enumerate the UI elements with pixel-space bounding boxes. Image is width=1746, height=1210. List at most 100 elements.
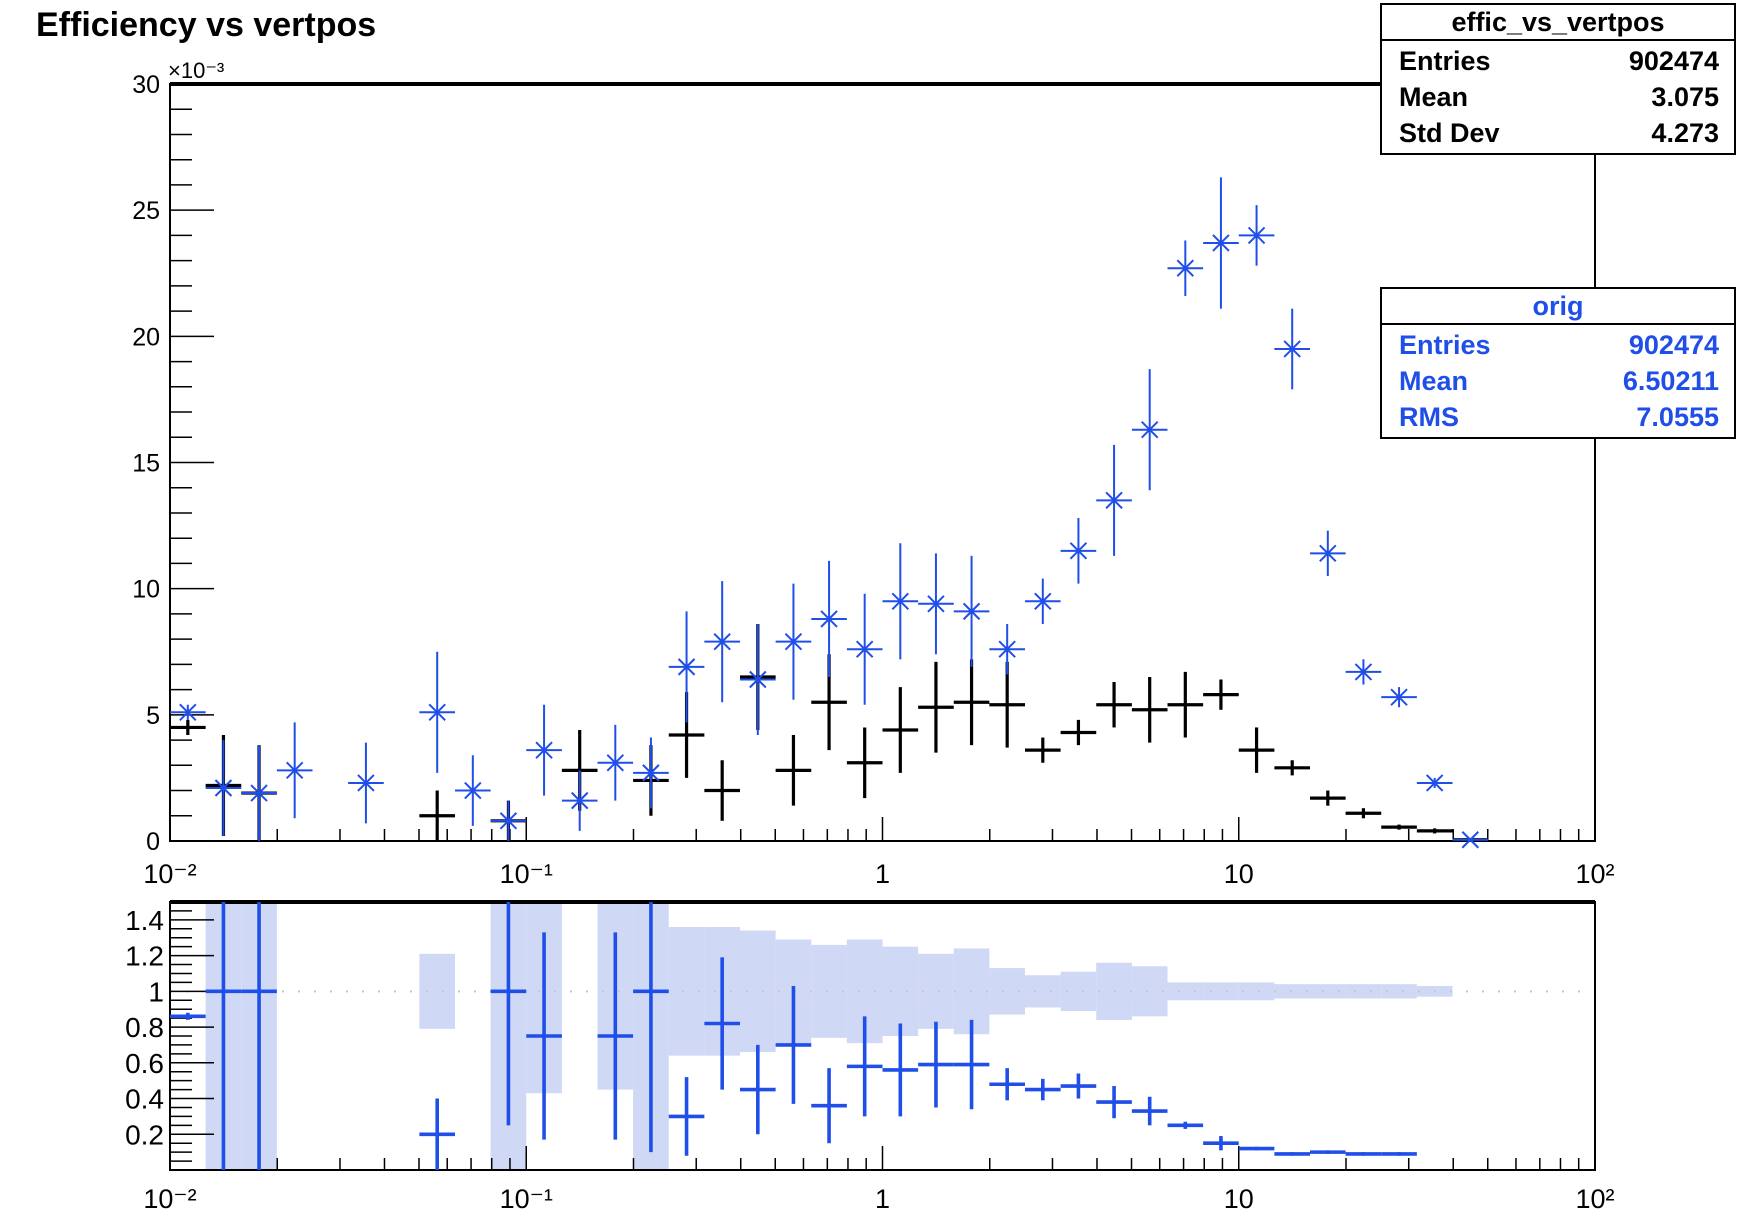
data-point: [561, 770, 598, 831]
y-tick-label: 0: [146, 828, 160, 856]
data-point: [205, 902, 242, 1170]
x-tick-label: 1: [875, 859, 890, 889]
star-marker: [1283, 340, 1301, 358]
ratio-error-band: [1238, 982, 1275, 1001]
ratio-error-band: [1167, 982, 1204, 1001]
data-point: [882, 1023, 919, 1117]
stats-value: 7.0555: [1636, 402, 1719, 432]
data-point: [1345, 659, 1382, 685]
data-point: [1096, 1086, 1132, 1119]
data-point: [1167, 671, 1204, 738]
data-point: [633, 737, 669, 809]
data-point: [1060, 719, 1097, 746]
data-point: [1131, 676, 1168, 743]
y-tick-label: 0.2: [125, 1119, 164, 1150]
ratio-error-band: [419, 953, 456, 1029]
star-marker: [891, 592, 910, 610]
x-tick-label: 10²: [1575, 1184, 1614, 1210]
ratio-error-band: [918, 953, 954, 1029]
y-tick-label: 10: [132, 576, 160, 604]
ratio-error-band: [882, 946, 919, 1036]
data-point: [455, 755, 491, 826]
data-point: [846, 593, 883, 705]
data-point: [989, 1068, 1026, 1101]
stats-value: 902474: [1629, 46, 1719, 76]
x-tick-label: 10⁻¹: [500, 859, 553, 889]
data-point: [1060, 1073, 1097, 1099]
data-point: [882, 687, 919, 773]
star-marker: [1212, 234, 1230, 252]
data-point: [170, 703, 206, 722]
stats-key: Mean: [1399, 82, 1468, 112]
data-point: [1310, 1150, 1346, 1154]
stats-key: RMS: [1399, 402, 1459, 432]
data-point: [1203, 1136, 1239, 1151]
data-point: [1203, 177, 1239, 309]
ratio-error-band: [811, 944, 847, 1038]
stats-box: effic_vs_vertpos Entries 902474 Mean 3.075 St…: [1380, 3, 1736, 155]
x-tick-label: 10: [1224, 859, 1254, 889]
data-point: [597, 724, 634, 801]
y-tick-label: 0.6: [125, 1048, 164, 1079]
y-tick-label: 30: [132, 71, 160, 99]
star-marker: [927, 595, 945, 613]
data-point: [918, 1021, 954, 1108]
data-point: [1381, 1152, 1417, 1156]
stats-box-frame: [1380, 3, 1736, 155]
data-point: [846, 1016, 883, 1117]
x-tick-label: 10: [1224, 1184, 1254, 1210]
data-point: [668, 1077, 705, 1156]
star-marker: [1105, 491, 1123, 510]
star-marker: [250, 784, 268, 802]
data-point: [846, 727, 883, 799]
stats-value: 3.075: [1651, 82, 1719, 112]
data-point: [953, 555, 990, 667]
y-tick-label: 5: [146, 702, 160, 730]
ratio-error-band: [1203, 982, 1239, 1001]
ratio-error-band: [739, 930, 776, 1053]
y-exponent-label: ×10⁻³: [168, 58, 224, 83]
star-marker: [570, 791, 589, 810]
data-point: [1096, 444, 1132, 556]
data-point: [1238, 727, 1275, 773]
data-point: [170, 719, 206, 736]
data-point: [953, 1019, 990, 1110]
stats-box: orig Entries 902474 Mean 6.50211 RMS 7.0555: [1380, 287, 1736, 439]
data-point: [1025, 578, 1061, 624]
star-marker: [784, 632, 803, 651]
data-point: [775, 985, 812, 1104]
star-marker: [749, 670, 767, 689]
data-point: [490, 902, 527, 1126]
star-marker: [214, 779, 233, 797]
data-point: [1060, 518, 1097, 584]
ratio-error-band: [1310, 984, 1346, 999]
data-point: [241, 902, 277, 1170]
data-point: [1131, 369, 1168, 491]
star-marker: [464, 781, 482, 800]
x-tick-label: 10⁻²: [143, 859, 196, 889]
ratio-error-band: [1381, 984, 1417, 999]
data-point: [1131, 1096, 1168, 1126]
star-marker: [855, 640, 874, 658]
data-point: [419, 1098, 456, 1170]
y-tick-label: 1.4: [125, 905, 164, 936]
data-point: [1274, 308, 1311, 390]
stats-box-title: orig: [1533, 291, 1584, 321]
data-point: [1238, 1146, 1275, 1151]
star-marker: [179, 703, 197, 722]
data-point: [633, 902, 669, 1153]
star-marker: [820, 610, 838, 628]
data-point: [1452, 831, 1489, 849]
star-marker: [535, 741, 553, 759]
ratio-error-band: [1345, 984, 1382, 999]
star-marker: [1425, 774, 1444, 792]
data-point: [205, 740, 242, 836]
ratio-error-band: [1060, 971, 1097, 1011]
data-point: [1310, 790, 1346, 806]
ratio-error-band: [1025, 975, 1061, 1008]
data-point: [1381, 824, 1417, 830]
stats-key: Entries: [1399, 330, 1491, 360]
y-tick-label: 0.4: [125, 1084, 164, 1115]
stats-key: Mean: [1399, 366, 1468, 396]
